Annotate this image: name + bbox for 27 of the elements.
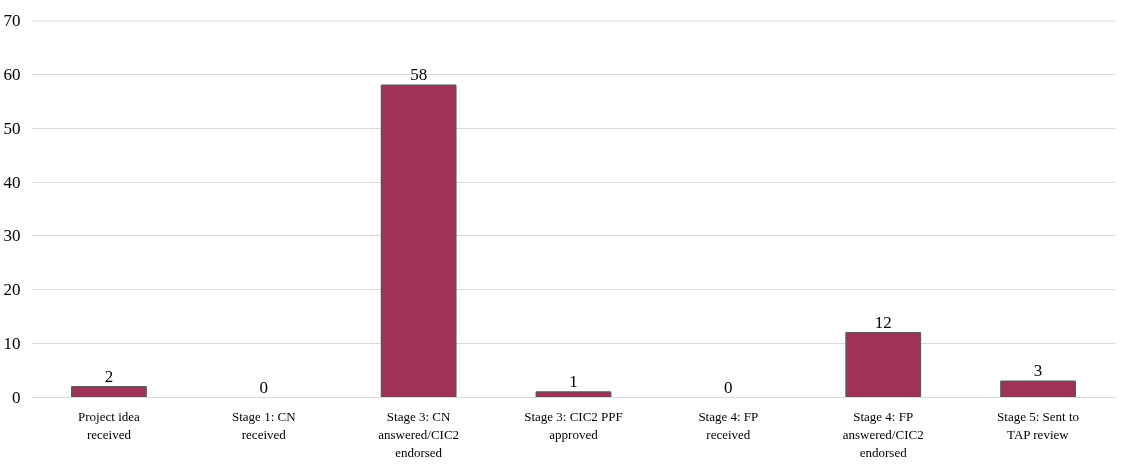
y-tick-label: 0	[12, 388, 21, 407]
x-tick-label: Project idea received	[78, 408, 141, 442]
x-tick-label: Stage 5: Sent to TAP review	[997, 408, 1080, 442]
x-tick-label: Stage 4: FP received	[698, 408, 759, 442]
bar	[845, 332, 922, 398]
data-label: 0	[724, 377, 733, 397]
data-label: 2	[104, 366, 114, 386]
bar	[380, 84, 457, 398]
data-label: 0	[259, 377, 269, 397]
bar	[1000, 380, 1076, 398]
x-tick-label: Stage 4: FP answered/CIC2 endorsed	[842, 408, 924, 460]
y-tick-label: 40	[3, 172, 21, 192]
bar	[535, 391, 612, 398]
y-tick-label: 10	[3, 334, 21, 354]
y-tick-label: 30	[3, 226, 21, 246]
x-tick-label: Stage 1: CN received	[232, 408, 297, 442]
x-tick-label: Stage 3: CN answered/CIC2 endorsed	[378, 408, 460, 460]
y-tick-label: 20	[3, 280, 21, 300]
y-tick-label: 70	[3, 11, 21, 30]
y-tick-label: 50	[3, 118, 21, 138]
data-label: 12	[874, 312, 892, 332]
data-label: 58	[410, 65, 428, 85]
x-tick-label: Stage 3: CIC2 PPF approved	[524, 408, 623, 442]
bar	[71, 385, 147, 398]
data-label: 1	[569, 372, 578, 392]
data-label: 3	[1033, 361, 1043, 381]
y-tick-label: 60	[3, 64, 21, 84]
